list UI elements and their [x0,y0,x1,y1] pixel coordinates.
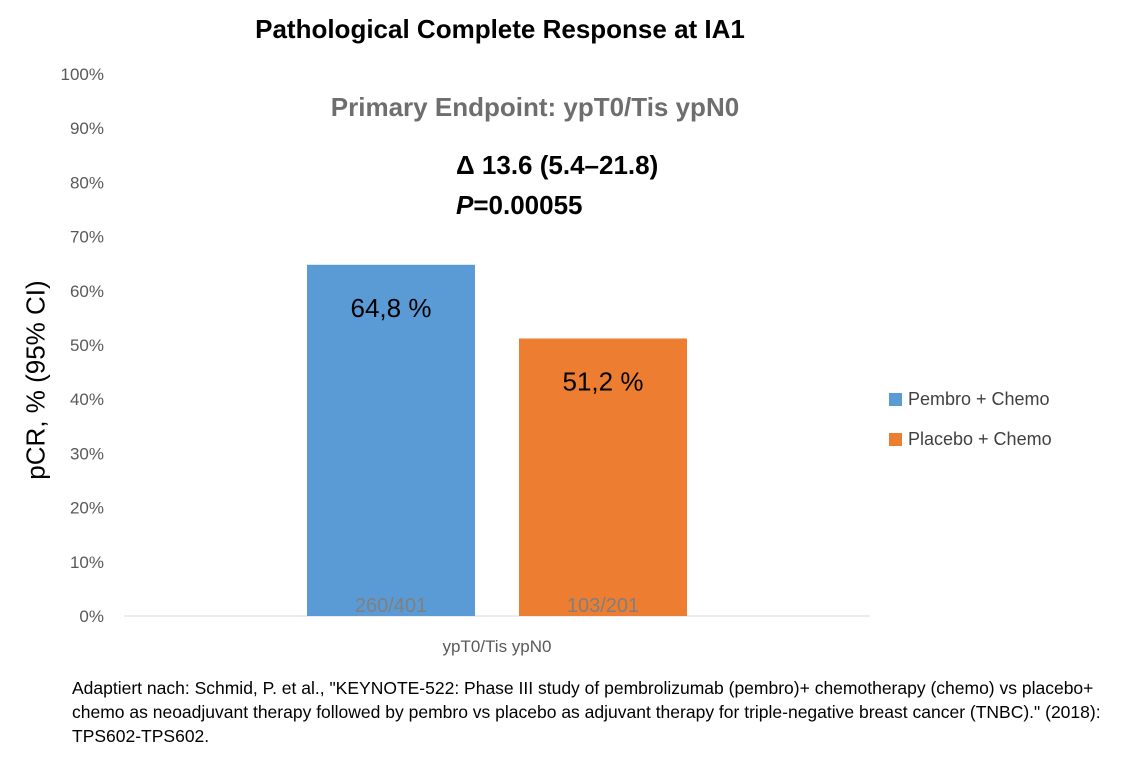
p-value-annotation: P=0.00055 [456,190,583,221]
bar-count-label: 103/201 [567,595,639,617]
source-caption: Adaptiert nach: Schmid, P. et al., "KEYN… [72,678,1101,746]
p-prefix: P [456,190,474,220]
legend-swatch-placebo [889,432,902,446]
chart-subtitle: Primary Endpoint: ypT0/Tis ypN0 [330,92,740,122]
legend-item-pembro: Pembro + Chemo [889,388,1052,410]
x-category-label: ypT0/Tis ypN0 [443,637,552,656]
bar-count-label: 260/401 [355,595,427,617]
bar-pembro [307,264,475,616]
y-tick-label: 60% [70,282,104,301]
y-tick-label: 50% [70,336,104,355]
y-tick-label: 40% [70,390,104,409]
delta-annotation: Δ 13.6 (5.4–21.8) [456,150,659,180]
y-tick-label: 80% [70,173,104,192]
bar-value-label: 64,8 % [351,293,432,323]
y-tick-label: 100% [61,65,104,84]
legend-label-placebo: Placebo + Chemo [908,428,1052,449]
legend-label-pembro: Pembro + Chemo [908,388,1050,409]
chart-title: Pathological Complete Response at IA1 [255,14,745,44]
bar-value-label: 51,2 % [563,366,644,396]
y-tick-label: 0% [79,607,104,626]
y-tick-label: 70% [70,228,104,247]
legend: Pembro + Chemo Placebo + Chemo [889,388,1052,468]
legend-swatch-pembro [889,392,902,406]
bar-placebo [519,338,687,616]
p-value: =0.00055 [473,190,583,220]
y-tick-label: 30% [70,444,104,463]
y-tick-label: 90% [70,119,104,138]
y-tick-label: 10% [70,553,104,572]
legend-item-placebo: Placebo + Chemo [889,428,1052,450]
y-tick-label: 20% [70,499,104,518]
